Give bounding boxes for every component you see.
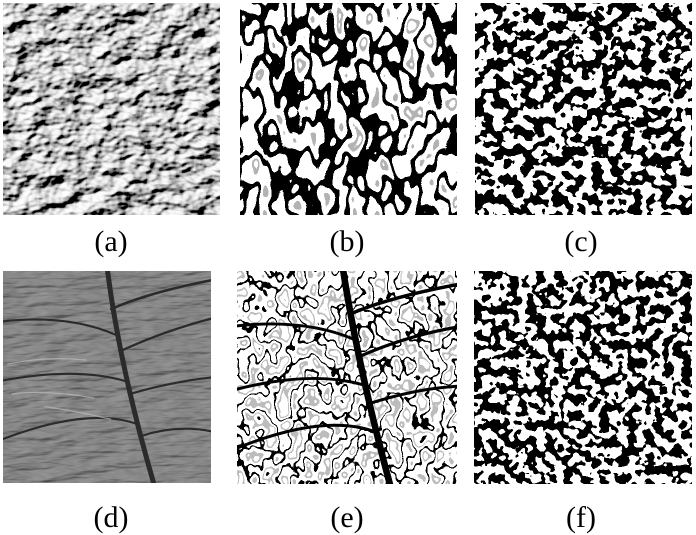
caption-e: (e) <box>330 501 364 534</box>
texture-image-a <box>3 3 220 215</box>
caption-b: (b) <box>329 225 365 258</box>
leaf-edge-map-image-e <box>237 271 457 484</box>
binary-image-c <box>475 3 692 215</box>
binary-image-f <box>474 271 692 484</box>
caption-c: (c) <box>564 225 598 258</box>
caption-f: (f) <box>566 501 596 534</box>
leaf-image-d <box>3 271 211 483</box>
caption-d: (d) <box>93 501 129 534</box>
caption-a: (a) <box>94 225 128 258</box>
edge-map-image-b <box>240 3 457 215</box>
